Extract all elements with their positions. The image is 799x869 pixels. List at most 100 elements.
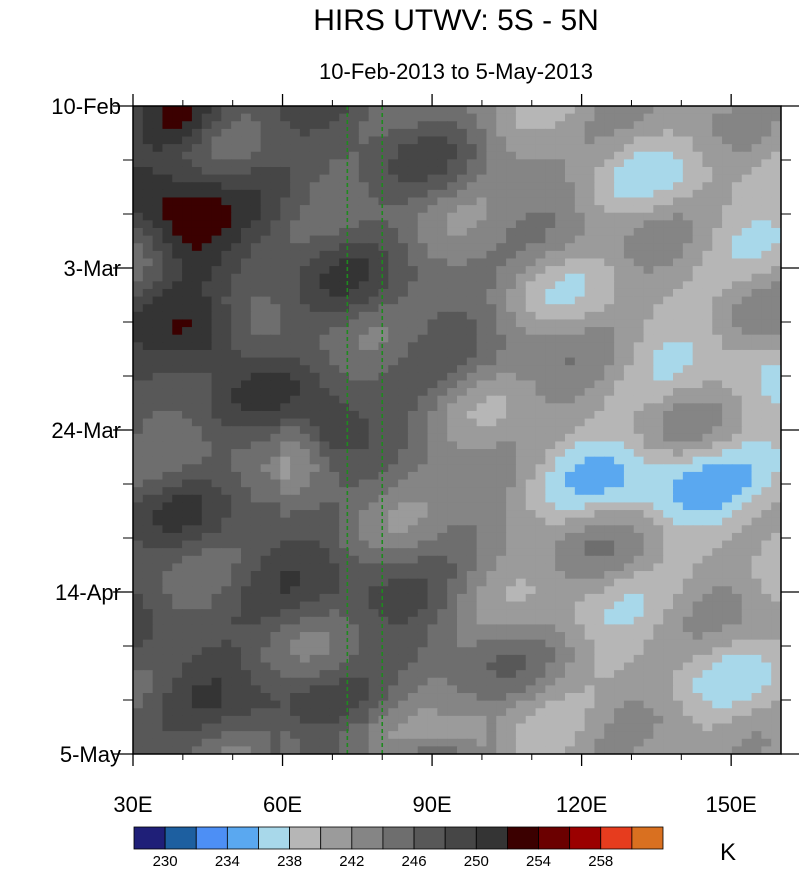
field-cell <box>241 601 252 610</box>
field-cell <box>142 410 154 420</box>
field-cell <box>358 319 370 328</box>
field-cell <box>142 113 154 122</box>
field-cell <box>299 372 311 382</box>
field-cell <box>142 616 154 625</box>
field-cell <box>201 128 213 138</box>
field-cell <box>466 456 478 465</box>
field-cell <box>525 288 537 298</box>
field-cell <box>427 136 438 145</box>
field-cell <box>741 334 753 343</box>
field-cell <box>506 464 517 473</box>
field-cell <box>673 106 684 115</box>
field-cell <box>457 593 468 603</box>
field-cell <box>565 220 576 229</box>
field-cell <box>673 601 684 610</box>
field-cell <box>133 586 144 595</box>
field-cell <box>457 380 468 389</box>
field-cell <box>565 525 576 534</box>
field-cell <box>692 365 704 374</box>
field-cell <box>574 342 586 351</box>
field-cell <box>241 106 252 115</box>
field-cell <box>731 319 743 328</box>
field-cell <box>319 479 330 488</box>
field-cell <box>201 578 213 587</box>
field-cell <box>633 670 645 679</box>
field-cell <box>584 433 596 443</box>
field-cell <box>506 624 517 633</box>
field-cell <box>594 654 605 664</box>
field-cell <box>241 677 252 686</box>
field-cell <box>241 517 252 526</box>
field-cell <box>437 250 448 260</box>
field-cell <box>594 235 605 244</box>
field-cell <box>447 532 458 542</box>
field-cell <box>299 487 311 496</box>
field-cell <box>339 334 350 343</box>
field-cell <box>457 601 468 610</box>
field-cell <box>643 586 654 595</box>
field-cell <box>378 616 389 625</box>
field-cell <box>673 487 684 496</box>
field-cell <box>604 510 615 519</box>
field-cell <box>623 471 635 481</box>
field-cell <box>535 319 546 328</box>
field-cell <box>221 174 232 183</box>
field-cell <box>280 632 291 641</box>
field-cell <box>565 532 576 542</box>
field-cell <box>309 136 321 145</box>
field-cell <box>182 418 193 427</box>
field-cell <box>574 174 586 183</box>
field-cell <box>761 494 772 504</box>
field-cell <box>437 281 448 290</box>
field-cell <box>368 548 380 557</box>
field-cell <box>741 166 753 176</box>
field-cell <box>211 182 222 191</box>
field-cell <box>172 182 183 191</box>
field-cell <box>751 273 762 282</box>
field-cell <box>692 189 704 199</box>
field-cell <box>182 479 193 488</box>
field-cell <box>182 563 193 572</box>
field-cell <box>417 677 429 686</box>
field-cell <box>241 639 252 648</box>
field-cell <box>702 136 713 145</box>
field-cell <box>191 235 203 244</box>
field-cell <box>427 525 438 534</box>
field-cell <box>270 609 281 618</box>
field-cell <box>682 670 694 679</box>
field-cell <box>142 624 154 633</box>
field-cell <box>594 418 605 427</box>
field-cell <box>270 106 281 115</box>
field-cell <box>614 334 625 343</box>
field-cell <box>407 174 419 183</box>
field-cell <box>201 632 213 641</box>
field-cell <box>731 349 743 359</box>
field-cell <box>525 624 537 633</box>
field-cell <box>515 677 527 686</box>
field-cell <box>280 205 291 214</box>
field-cell <box>221 571 232 580</box>
field-cell <box>565 609 576 618</box>
field-cell <box>191 510 203 519</box>
field-cell <box>614 197 625 206</box>
field-cell <box>565 464 576 473</box>
field-cell <box>270 525 281 534</box>
field-cell <box>712 532 723 542</box>
field-cell <box>604 540 615 549</box>
field-cell <box>358 563 370 572</box>
field-cell <box>525 159 537 168</box>
field-cell <box>643 151 654 160</box>
field-cell <box>761 624 772 633</box>
field-cell <box>692 540 704 549</box>
field-cell <box>221 426 232 435</box>
field-cell <box>731 235 743 244</box>
field-cell <box>712 235 723 244</box>
field-cell <box>280 388 291 397</box>
field-cell <box>133 487 144 496</box>
field-cell <box>427 349 438 359</box>
field-cell <box>614 670 625 679</box>
field-cell <box>535 548 546 557</box>
field-cell <box>712 548 723 557</box>
field-cell <box>358 464 370 473</box>
field-cell <box>211 647 222 656</box>
